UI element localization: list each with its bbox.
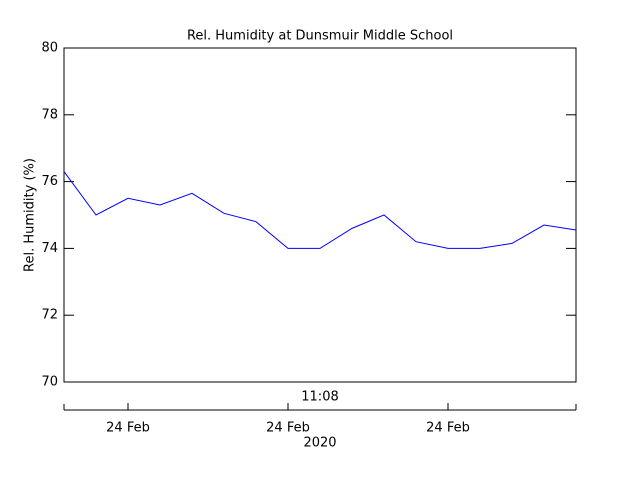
time-label: 11:08 <box>301 390 338 405</box>
y-tick-label: 80 <box>41 41 58 56</box>
x-axis-label: 2020 <box>303 436 336 451</box>
plot-frame <box>63 47 577 383</box>
y-tick-label: 70 <box>41 375 58 390</box>
y-tick-label: 74 <box>41 241 58 256</box>
y-tick-label: 76 <box>41 174 58 189</box>
chart-title: Rel. Humidity at Dunsmuir Middle School <box>187 29 453 44</box>
y-tick-label: 72 <box>41 308 58 323</box>
y-tick-label: 78 <box>41 107 58 122</box>
y-axis-label: Rel. Humidity (%) <box>23 158 38 272</box>
x-tick-label: 24 Feb <box>266 421 310 436</box>
x-tick-label: 24 Feb <box>426 421 470 436</box>
x-tick-label: 24 Feb <box>106 421 150 436</box>
data-line <box>63 171 577 249</box>
